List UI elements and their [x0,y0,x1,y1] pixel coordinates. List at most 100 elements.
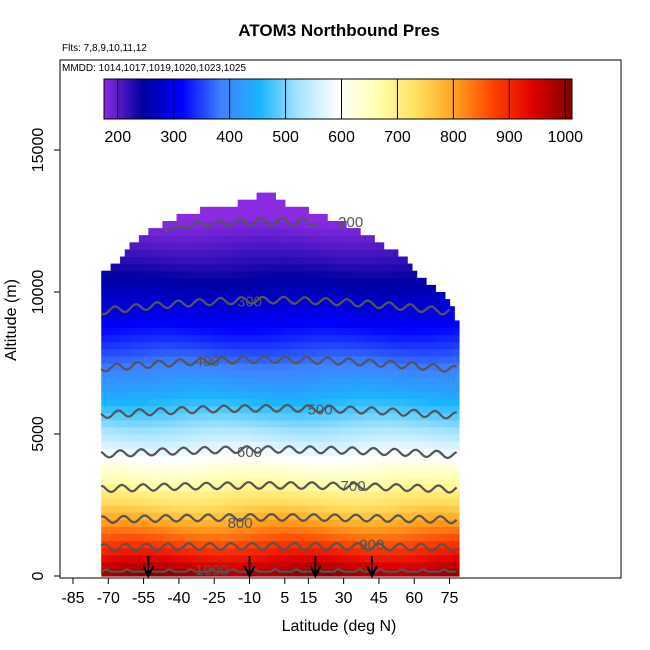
heatmap-cell [294,561,300,570]
heatmap-cell [261,483,267,492]
heatmap-cell [407,512,413,520]
heatmap-cell [209,284,215,293]
heatmap-cell [148,533,154,542]
heatmap-cell [294,469,300,478]
heatmap-cell [407,320,413,329]
heatmap-cell [402,398,408,407]
heatmap-cell [355,299,361,307]
heatmap-cell [256,512,262,520]
heatmap-cell [430,284,437,293]
heatmap-cell [181,540,187,549]
heatmap-cell [162,519,168,527]
heatmap-cell [143,533,149,542]
colorbar-swatch [536,79,540,119]
heatmap-cell [322,341,328,350]
heatmap-cell [233,320,239,329]
heatmap-cell [341,490,347,499]
heatmap-cell [435,377,441,385]
heatmap-cell [190,434,196,442]
heatmap-cell [374,355,380,364]
heatmap-cell [284,377,291,385]
heatmap-cell [105,334,112,343]
heatmap-cell [411,292,418,300]
heatmap-cell [402,561,408,570]
heatmap-cell [115,327,121,336]
heatmap-cell [407,370,413,378]
heatmap-cell [218,299,225,307]
heatmap-cell [200,263,206,272]
heatmap-cell [280,206,286,215]
heatmap-cell [162,363,168,371]
colorbar-swatch [470,79,474,119]
heatmap-cell [256,199,262,208]
heatmap-cell [185,412,192,421]
heatmap-cell [214,526,220,534]
heatmap-cell [303,256,309,265]
heatmap-cell [195,469,201,478]
colorbar-swatch [137,79,141,119]
heatmap-cell [383,384,389,392]
heatmap-cell [138,434,145,442]
contour-900 [100,541,458,553]
heatmap-cell [322,398,328,407]
heatmap-cell [435,441,441,449]
heatmap-cell [280,348,286,357]
heatmap-cell [331,263,338,272]
colorbar-swatch [205,79,210,119]
heatmap-cell [110,284,116,293]
heatmap-cell [280,398,286,407]
heatmap-cell [374,469,380,478]
heatmap-cell [331,426,338,435]
heatmap-cell [294,206,300,215]
heatmap-cell [200,448,206,456]
heatmap-cell [327,469,333,478]
heatmap-cell [435,341,441,350]
heatmap-cell [115,554,121,563]
heatmap-cell [364,533,371,542]
heatmap-cell [374,519,380,527]
heatmap-cell [148,370,154,378]
heatmap-cell [383,348,389,357]
heatmap-cell [261,355,267,364]
heatmap-cell [411,519,418,527]
heatmap-cell [256,426,262,435]
heatmap-cell [134,533,140,542]
heatmap-cell [444,384,451,392]
heatmap-cell [270,419,276,428]
heatmap-cell [148,405,154,414]
heatmap-cell [110,426,116,435]
heatmap-cell [294,476,300,485]
heatmap-cell [322,348,328,357]
heatmap-cell [397,462,404,471]
heatmap-cell [157,284,164,293]
heatmap-cell [233,256,239,265]
heatmap-cell [181,561,187,570]
heatmap-cell [218,206,225,215]
heatmap-cell [218,526,225,534]
heatmap-cell [228,384,234,392]
heatmap-cell [397,476,404,485]
heatmap-cell [247,313,253,321]
heatmap-cell [407,505,413,513]
heatmap-cell [402,476,408,485]
heatmap-cell [157,228,164,236]
heatmap-cell [242,355,248,364]
colorbar-swatch [478,79,482,119]
heatmap-cell [341,398,347,407]
heatmap-cell [331,284,338,293]
heatmap-cell [190,249,196,258]
heatmap-cell [327,448,333,456]
heatmap-cell [167,299,173,307]
heatmap-cell [275,490,281,499]
heatmap-cell [327,455,333,463]
heatmap-cell [275,299,281,307]
heatmap-cell [317,497,324,506]
heatmap-cell [247,363,253,371]
heatmap-cell [280,434,286,442]
heatmap-cell [289,341,295,350]
heatmap-cell [143,426,149,435]
heatmap-cell [270,355,276,364]
heatmap-cell [143,299,149,307]
heatmap-cell [270,235,276,243]
heatmap-cell [256,299,262,307]
